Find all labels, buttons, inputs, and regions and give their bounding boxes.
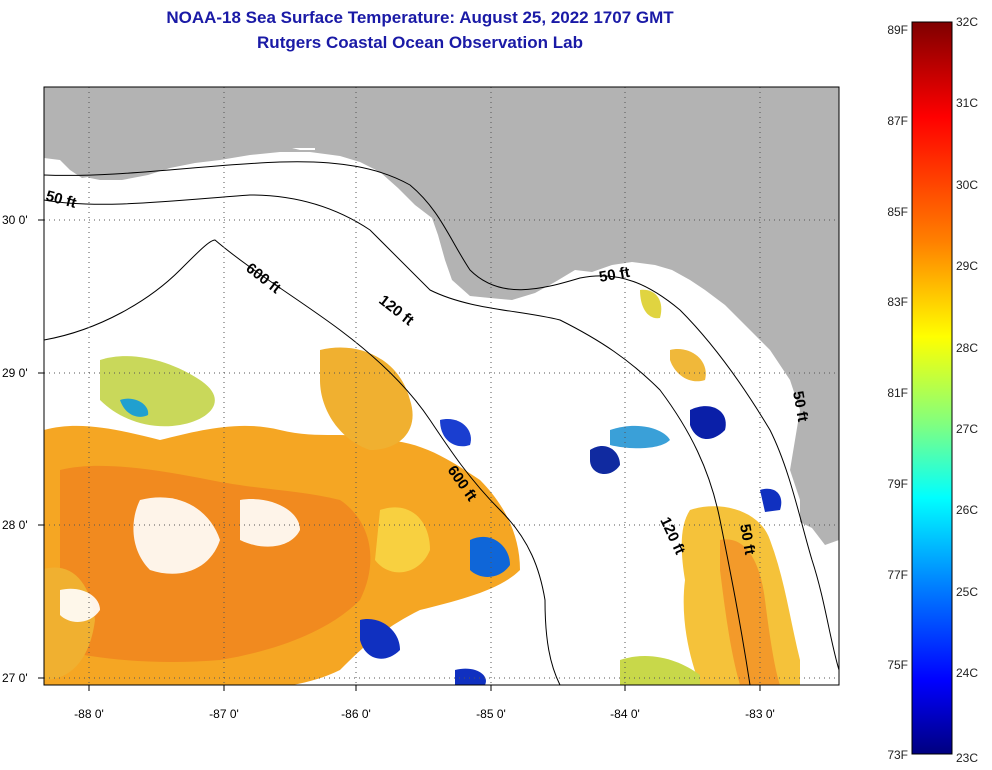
- cb-f-label: 85F: [887, 205, 908, 219]
- cb-f-label: 87F: [887, 114, 908, 128]
- lon-label: -87 0': [209, 707, 239, 721]
- cb-c-label: 28C: [956, 341, 978, 355]
- cb-c-label: 25C: [956, 585, 978, 599]
- cb-f-label: 73F: [887, 748, 908, 762]
- title-line-2: Rutgers Coastal Ocean Observation Lab: [257, 33, 583, 52]
- cb-c-label: 30C: [956, 178, 978, 192]
- lat-label: 27 0': [2, 671, 28, 685]
- colorbar-f-labels: 89F 87F 85F 83F 81F 79F 77F 75F 73F: [887, 23, 908, 762]
- cb-c-label: 23C: [956, 751, 978, 765]
- cb-c-label: 26C: [956, 503, 978, 517]
- cb-c-label: 32C: [956, 15, 978, 29]
- colorbar: [911, 21, 953, 755]
- lon-label: -85 0': [476, 707, 506, 721]
- depth-contours: [44, 161, 839, 685]
- depth-label: 50 ft: [789, 390, 811, 423]
- lon-label: -84 0': [610, 707, 640, 721]
- cb-f-label: 83F: [887, 295, 908, 309]
- lat-label: 28 0': [2, 518, 28, 532]
- cb-f-label: 75F: [887, 658, 908, 672]
- land-mass: [44, 87, 839, 545]
- cb-c-label: 24C: [956, 666, 978, 680]
- map-frame: [43, 86, 840, 686]
- colorbar-c-labels: 32C 31C 30C 29C 28C 27C 26C 25C 24C 23C: [956, 15, 978, 765]
- cb-f-label: 77F: [887, 568, 908, 582]
- lat-label: 30 0': [2, 213, 28, 227]
- axis-ticks: [38, 219, 761, 691]
- title-line-1: NOAA-18 Sea Surface Temperature: August …: [166, 8, 674, 27]
- cb-c-label: 29C: [956, 259, 978, 273]
- lon-label: -86 0': [341, 707, 371, 721]
- cb-c-label: 27C: [956, 422, 978, 436]
- cb-c-label: 31C: [956, 96, 978, 110]
- lon-label: -83 0': [745, 707, 775, 721]
- cb-f-label: 81F: [887, 386, 908, 400]
- depth-label: 50 ft: [598, 264, 631, 286]
- lat-label: 29 0': [2, 366, 28, 380]
- depth-label: 50 ft: [736, 523, 758, 556]
- cb-f-label: 89F: [887, 23, 908, 37]
- cb-f-label: 79F: [887, 477, 908, 491]
- lon-label: -88 0': [74, 707, 104, 721]
